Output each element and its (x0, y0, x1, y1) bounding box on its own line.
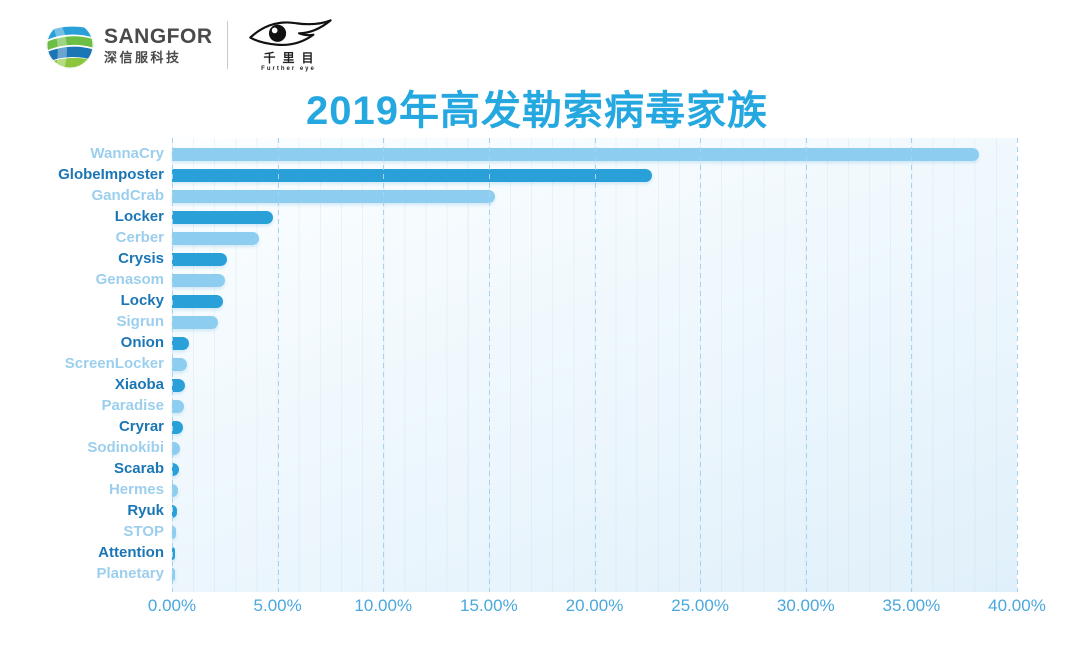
category-label: Locker (114, 208, 164, 225)
eye-label-en: Further eye (261, 66, 316, 72)
bar (172, 231, 259, 245)
bar (172, 483, 179, 497)
bar (172, 252, 227, 266)
eye-label-cn: 千里目 (263, 51, 321, 65)
header-logo-bar: SANGFOR 深信服科技 千里目 Further eye (44, 14, 332, 76)
category-label: Xiaoba (114, 376, 164, 393)
category-label: ScreenLocker (64, 355, 164, 372)
bar (172, 168, 652, 182)
gridline (700, 138, 702, 592)
bar-row (172, 501, 1017, 522)
bar (172, 441, 181, 455)
x-tick-label: 0.00% (147, 596, 197, 615)
sangfor-globe-icon (46, 21, 94, 69)
bar-row (172, 312, 1017, 333)
bar (172, 567, 175, 581)
category-label: WannaCry (90, 145, 164, 162)
plot-area (172, 138, 1018, 592)
bar-row (172, 417, 1017, 438)
bar (172, 525, 177, 539)
gridline (805, 138, 807, 592)
bar-row (172, 375, 1017, 396)
bar-row (172, 459, 1017, 480)
bar-row (172, 165, 1017, 186)
bar (172, 378, 186, 392)
category-label: Paradise (101, 397, 164, 414)
gridline (594, 138, 596, 592)
bar (172, 273, 225, 287)
bar-row (172, 270, 1017, 291)
category-label: Cerber (115, 229, 164, 246)
category-label: Scarab (113, 460, 164, 477)
category-label: Ryuk (127, 502, 164, 519)
bar (172, 189, 496, 203)
bar (172, 546, 176, 560)
bar (172, 399, 184, 413)
bar-row (172, 207, 1017, 228)
category-label: Crysis (118, 250, 164, 267)
category-labels-column: WannaCry GlobeImposter GandCrab Locker Cerbe… (0, 143, 164, 584)
x-tick-label: 40.00% (988, 596, 1046, 615)
x-tick-label: 15.00% (460, 596, 518, 615)
category-label: Sodinokibi (87, 439, 164, 456)
category-label: Genasom (95, 271, 164, 288)
bar (172, 147, 979, 161)
bar-row (172, 564, 1017, 585)
x-tick-label: 35.00% (882, 596, 941, 615)
gridline (383, 138, 385, 592)
bar-rows (172, 144, 1017, 585)
bar (172, 315, 219, 329)
bar-row (172, 396, 1017, 417)
bar-row (172, 144, 1017, 165)
category-label: Locky (120, 292, 164, 309)
x-tick-label: 20.00% (565, 596, 624, 615)
category-label: Planetary (96, 565, 164, 582)
bar-row (172, 438, 1017, 459)
logo-divider (226, 21, 228, 69)
bar-row (172, 249, 1017, 270)
bar (172, 462, 180, 476)
gridline (1017, 138, 1018, 592)
furthereye-logo: 千里目 Further eye (246, 17, 332, 73)
x-axis: 0.00% 5.00% 10.00% 15.00% 20.00% 25.00% 30.00%… (148, 596, 1046, 620)
bar-row (172, 333, 1017, 354)
x-tick-label: 10.00% (354, 596, 413, 615)
x-tick-label: 25.00% (671, 596, 729, 615)
bar-row (172, 354, 1017, 375)
eye-icon (248, 19, 332, 46)
page-title: 2019年高发勒索病毒家族 (306, 89, 768, 133)
bar-row (172, 480, 1017, 501)
sangfor-brand-name: SANGFOR (104, 24, 213, 48)
bar-row (172, 543, 1017, 564)
category-label: GlobeImposter (58, 166, 164, 183)
category-label: Sigrun (116, 313, 165, 330)
gridline (488, 138, 490, 592)
gridline (277, 138, 279, 592)
bar (172, 357, 187, 371)
bar-row (172, 291, 1017, 312)
gridline (172, 138, 173, 592)
category-label: Cryrar (118, 418, 164, 435)
x-tick-label: 30.00% (776, 596, 835, 615)
category-label: Attention (98, 544, 164, 561)
bar (172, 420, 183, 434)
gridline (911, 138, 913, 592)
category-label: Hermes (108, 481, 164, 498)
bar-row (172, 522, 1017, 543)
bar (172, 294, 223, 308)
x-tick-label: 5.00% (253, 596, 302, 615)
bar-row (172, 228, 1017, 249)
bar (172, 336, 189, 350)
category-label: STOP (123, 523, 164, 540)
category-label: Onion (120, 334, 164, 351)
bar (172, 504, 178, 518)
sangfor-brand-cn: 深信服科技 (104, 49, 182, 65)
bar-row (172, 186, 1017, 207)
bar (172, 210, 274, 224)
category-label: GandCrab (91, 187, 164, 204)
